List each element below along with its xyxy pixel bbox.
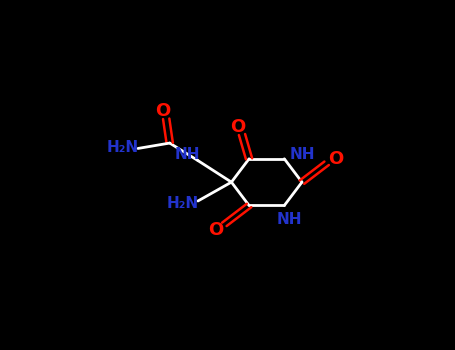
Text: O: O (155, 102, 170, 120)
Text: NH: NH (175, 147, 200, 162)
Text: H₂N: H₂N (167, 196, 199, 211)
Text: NH: NH (289, 147, 315, 162)
Text: NH: NH (277, 212, 303, 227)
Text: H₂N: H₂N (107, 140, 139, 155)
Text: O: O (328, 150, 343, 168)
Text: O: O (208, 221, 223, 239)
Text: O: O (230, 118, 245, 136)
